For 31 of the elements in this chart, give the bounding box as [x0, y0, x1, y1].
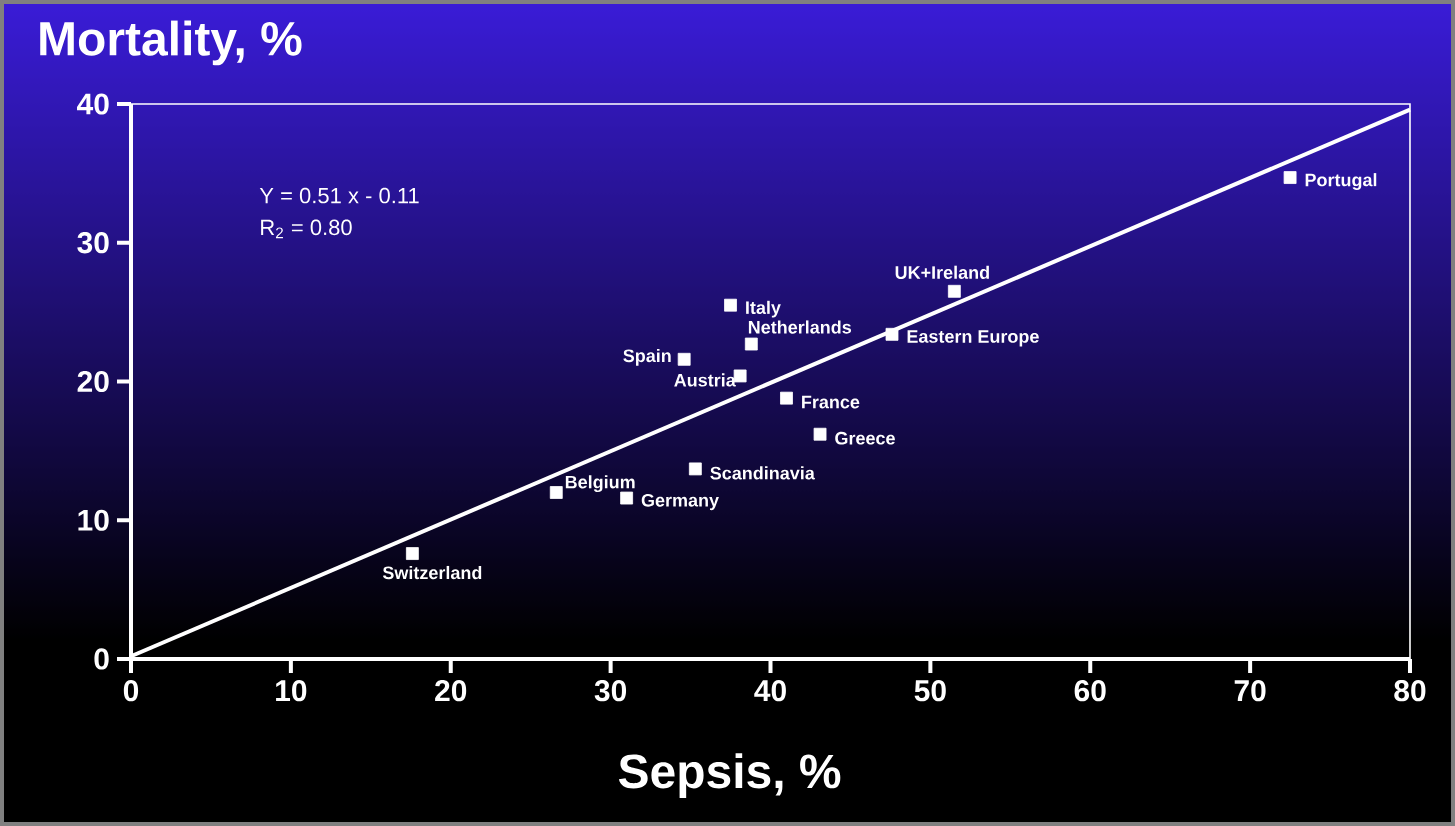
y-tick-label: 0 [94, 648, 109, 670]
annotation: France [802, 395, 860, 409]
annotation: Portugal [1305, 173, 1377, 190]
x-tick-label: 60 [1074, 680, 1106, 702]
annotation: UK+Ireland [895, 265, 989, 279]
y-tick-label: 30 [77, 232, 109, 254]
annotation: Spain [623, 348, 671, 366]
annotation: Y = 0.51 x - 0.11 [259, 187, 419, 204]
y-axis-title: Mortality, % [40, 20, 302, 66]
annotation: Scandinavia [710, 466, 815, 480]
annotation: Netherlands [748, 320, 852, 334]
annotation: Italy [746, 300, 781, 318]
annotation: Germany [641, 493, 719, 511]
x-tick-label: 40 [754, 680, 786, 702]
y-tick-label: 10 [78, 509, 109, 531]
annotation: Greece [835, 431, 895, 445]
x-tick-label: 20 [435, 680, 467, 702]
annotation: R$_{2}$ = 0.80 [261, 219, 352, 239]
x-tick-label: 10 [276, 680, 307, 702]
x-tick-label: 80 [1394, 680, 1426, 702]
x-tick-label: 70 [1234, 680, 1266, 702]
x-tick-label: 50 [914, 680, 946, 702]
x-axis-title: Sepsis, % [618, 753, 841, 798]
annotation: Eastern Europe [907, 330, 1039, 347]
y-tick-label: 40 [77, 93, 109, 115]
x-tick-label: 0 [123, 680, 139, 702]
annotation: Switzerland [382, 565, 482, 580]
x-tick-label: 30 [594, 680, 627, 702]
annotation: Belgium [565, 475, 635, 493]
y-tick-label: 20 [77, 370, 109, 393]
annotation: Austria [674, 373, 736, 387]
